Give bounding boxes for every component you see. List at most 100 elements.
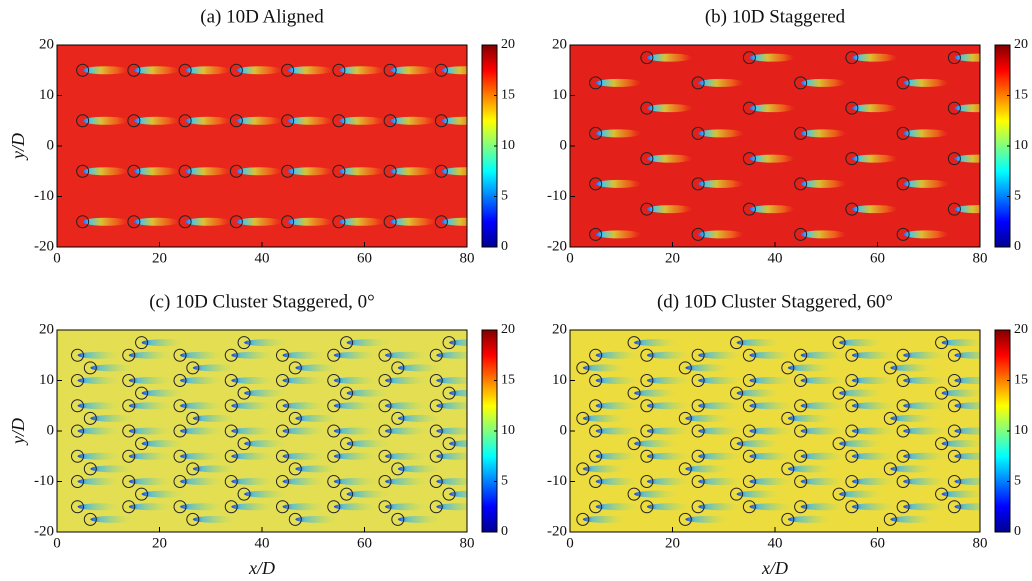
- wake: [903, 427, 950, 435]
- turbine: [794, 500, 808, 514]
- colorbar-tick-label: 0: [1014, 524, 1021, 539]
- wake: [634, 389, 681, 397]
- wake: [128, 427, 175, 435]
- wake: [390, 217, 437, 226]
- turbine: [276, 348, 289, 362]
- turbine: [288, 512, 302, 526]
- wake: [890, 465, 937, 473]
- turbine: [186, 512, 200, 526]
- turbine: [173, 500, 187, 514]
- turbine: [589, 399, 603, 413]
- turbine: [378, 449, 392, 463]
- wake: [903, 478, 950, 485]
- colorbar-tick-label: 0: [501, 239, 508, 254]
- wake: [282, 402, 329, 410]
- x-axis-label: x/D: [761, 558, 788, 578]
- wake: [698, 230, 745, 239]
- turbine: [742, 374, 756, 387]
- turbine-layer: [589, 51, 980, 241]
- turbine: [391, 512, 405, 526]
- wake: [698, 351, 745, 359]
- wake: [128, 402, 175, 410]
- turbine: [276, 374, 289, 387]
- colorbar-tick-label: 15: [1014, 373, 1028, 388]
- turbine: [896, 500, 910, 514]
- turbine: [429, 475, 443, 488]
- turbine: [794, 227, 808, 241]
- wake: [333, 351, 380, 359]
- x-tick-label: 0: [566, 535, 574, 551]
- wake: [449, 440, 467, 448]
- colorbar-tick-label: 15: [501, 373, 515, 388]
- wake: [800, 129, 847, 138]
- turbine: [186, 411, 200, 425]
- wake: [954, 377, 980, 384]
- y-tick-label: 20: [552, 36, 567, 52]
- turbine: [173, 475, 187, 488]
- wake: [244, 490, 291, 498]
- wake: [90, 364, 137, 372]
- wake: [698, 503, 745, 511]
- turbine: [947, 500, 961, 514]
- turbine: [640, 51, 654, 65]
- wake: [595, 503, 642, 511]
- turbine: [691, 227, 705, 241]
- wake: [333, 427, 380, 435]
- wake: [282, 351, 329, 359]
- turbine: [378, 348, 392, 362]
- wake: [698, 427, 745, 435]
- colorbar-tick-label: 10: [501, 423, 515, 438]
- wake: [128, 351, 175, 359]
- wake: [287, 167, 334, 176]
- turbine: [327, 500, 341, 514]
- turbine: [640, 101, 654, 115]
- turbine: [589, 374, 603, 387]
- x-tick-label: 40: [768, 250, 783, 266]
- wake: [582, 515, 629, 523]
- wake: [685, 364, 732, 372]
- wake: [141, 389, 188, 397]
- wake: [180, 478, 227, 485]
- wake: [244, 389, 291, 397]
- turbine: [832, 386, 846, 400]
- turbine: [781, 462, 795, 476]
- turbine: [883, 462, 897, 476]
- turbine: [576, 361, 590, 375]
- turbine: [76, 164, 90, 178]
- turbine: [678, 512, 692, 526]
- turbine: [627, 336, 641, 350]
- wake: [800, 478, 847, 485]
- wake: [749, 452, 796, 460]
- turbine: [378, 500, 392, 514]
- wake: [787, 364, 834, 372]
- colorbar-tick-label: 15: [1014, 88, 1028, 103]
- turbine: [896, 475, 910, 488]
- turbine: [742, 399, 756, 413]
- x-tick-label: 20: [665, 535, 680, 551]
- wake: [851, 478, 898, 485]
- turbine: [224, 449, 238, 463]
- wake: [685, 465, 732, 473]
- turbine: [186, 462, 200, 476]
- turbine: [276, 500, 289, 514]
- wake: [749, 427, 796, 435]
- wake: [851, 503, 898, 511]
- turbine: [288, 361, 302, 375]
- wake: [390, 167, 437, 176]
- turbine: [845, 424, 859, 438]
- turbine: [896, 449, 910, 463]
- turbine: [691, 475, 705, 488]
- colorbar-tick-label: 20: [501, 322, 515, 337]
- turbine: [429, 500, 443, 514]
- wake: [282, 503, 329, 511]
- turbine: [576, 512, 590, 526]
- wake: [346, 440, 393, 448]
- wake: [449, 389, 467, 397]
- wake: [287, 116, 334, 125]
- wake: [646, 351, 693, 359]
- wake: [595, 179, 642, 188]
- turbine-layer: [76, 63, 467, 229]
- wake: [749, 351, 796, 359]
- wake: [954, 503, 980, 511]
- wake: [698, 377, 745, 384]
